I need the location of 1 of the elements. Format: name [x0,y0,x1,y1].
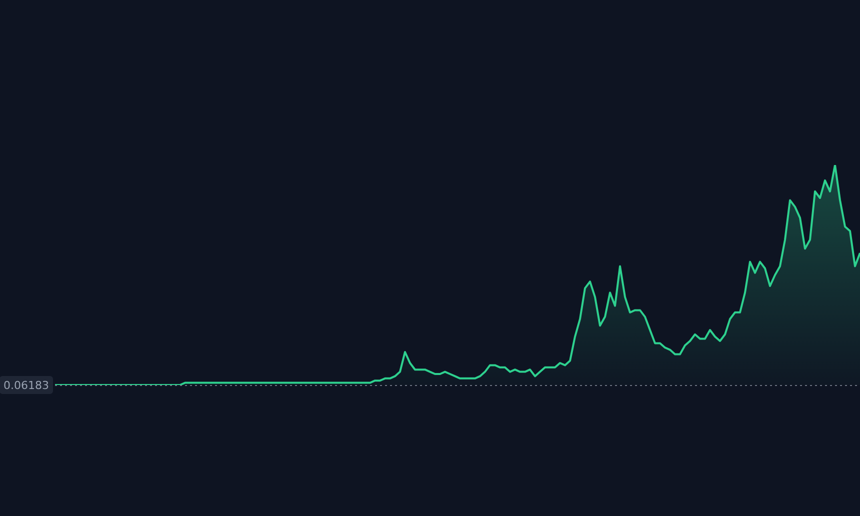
text: 0.06183 [4,378,50,392]
